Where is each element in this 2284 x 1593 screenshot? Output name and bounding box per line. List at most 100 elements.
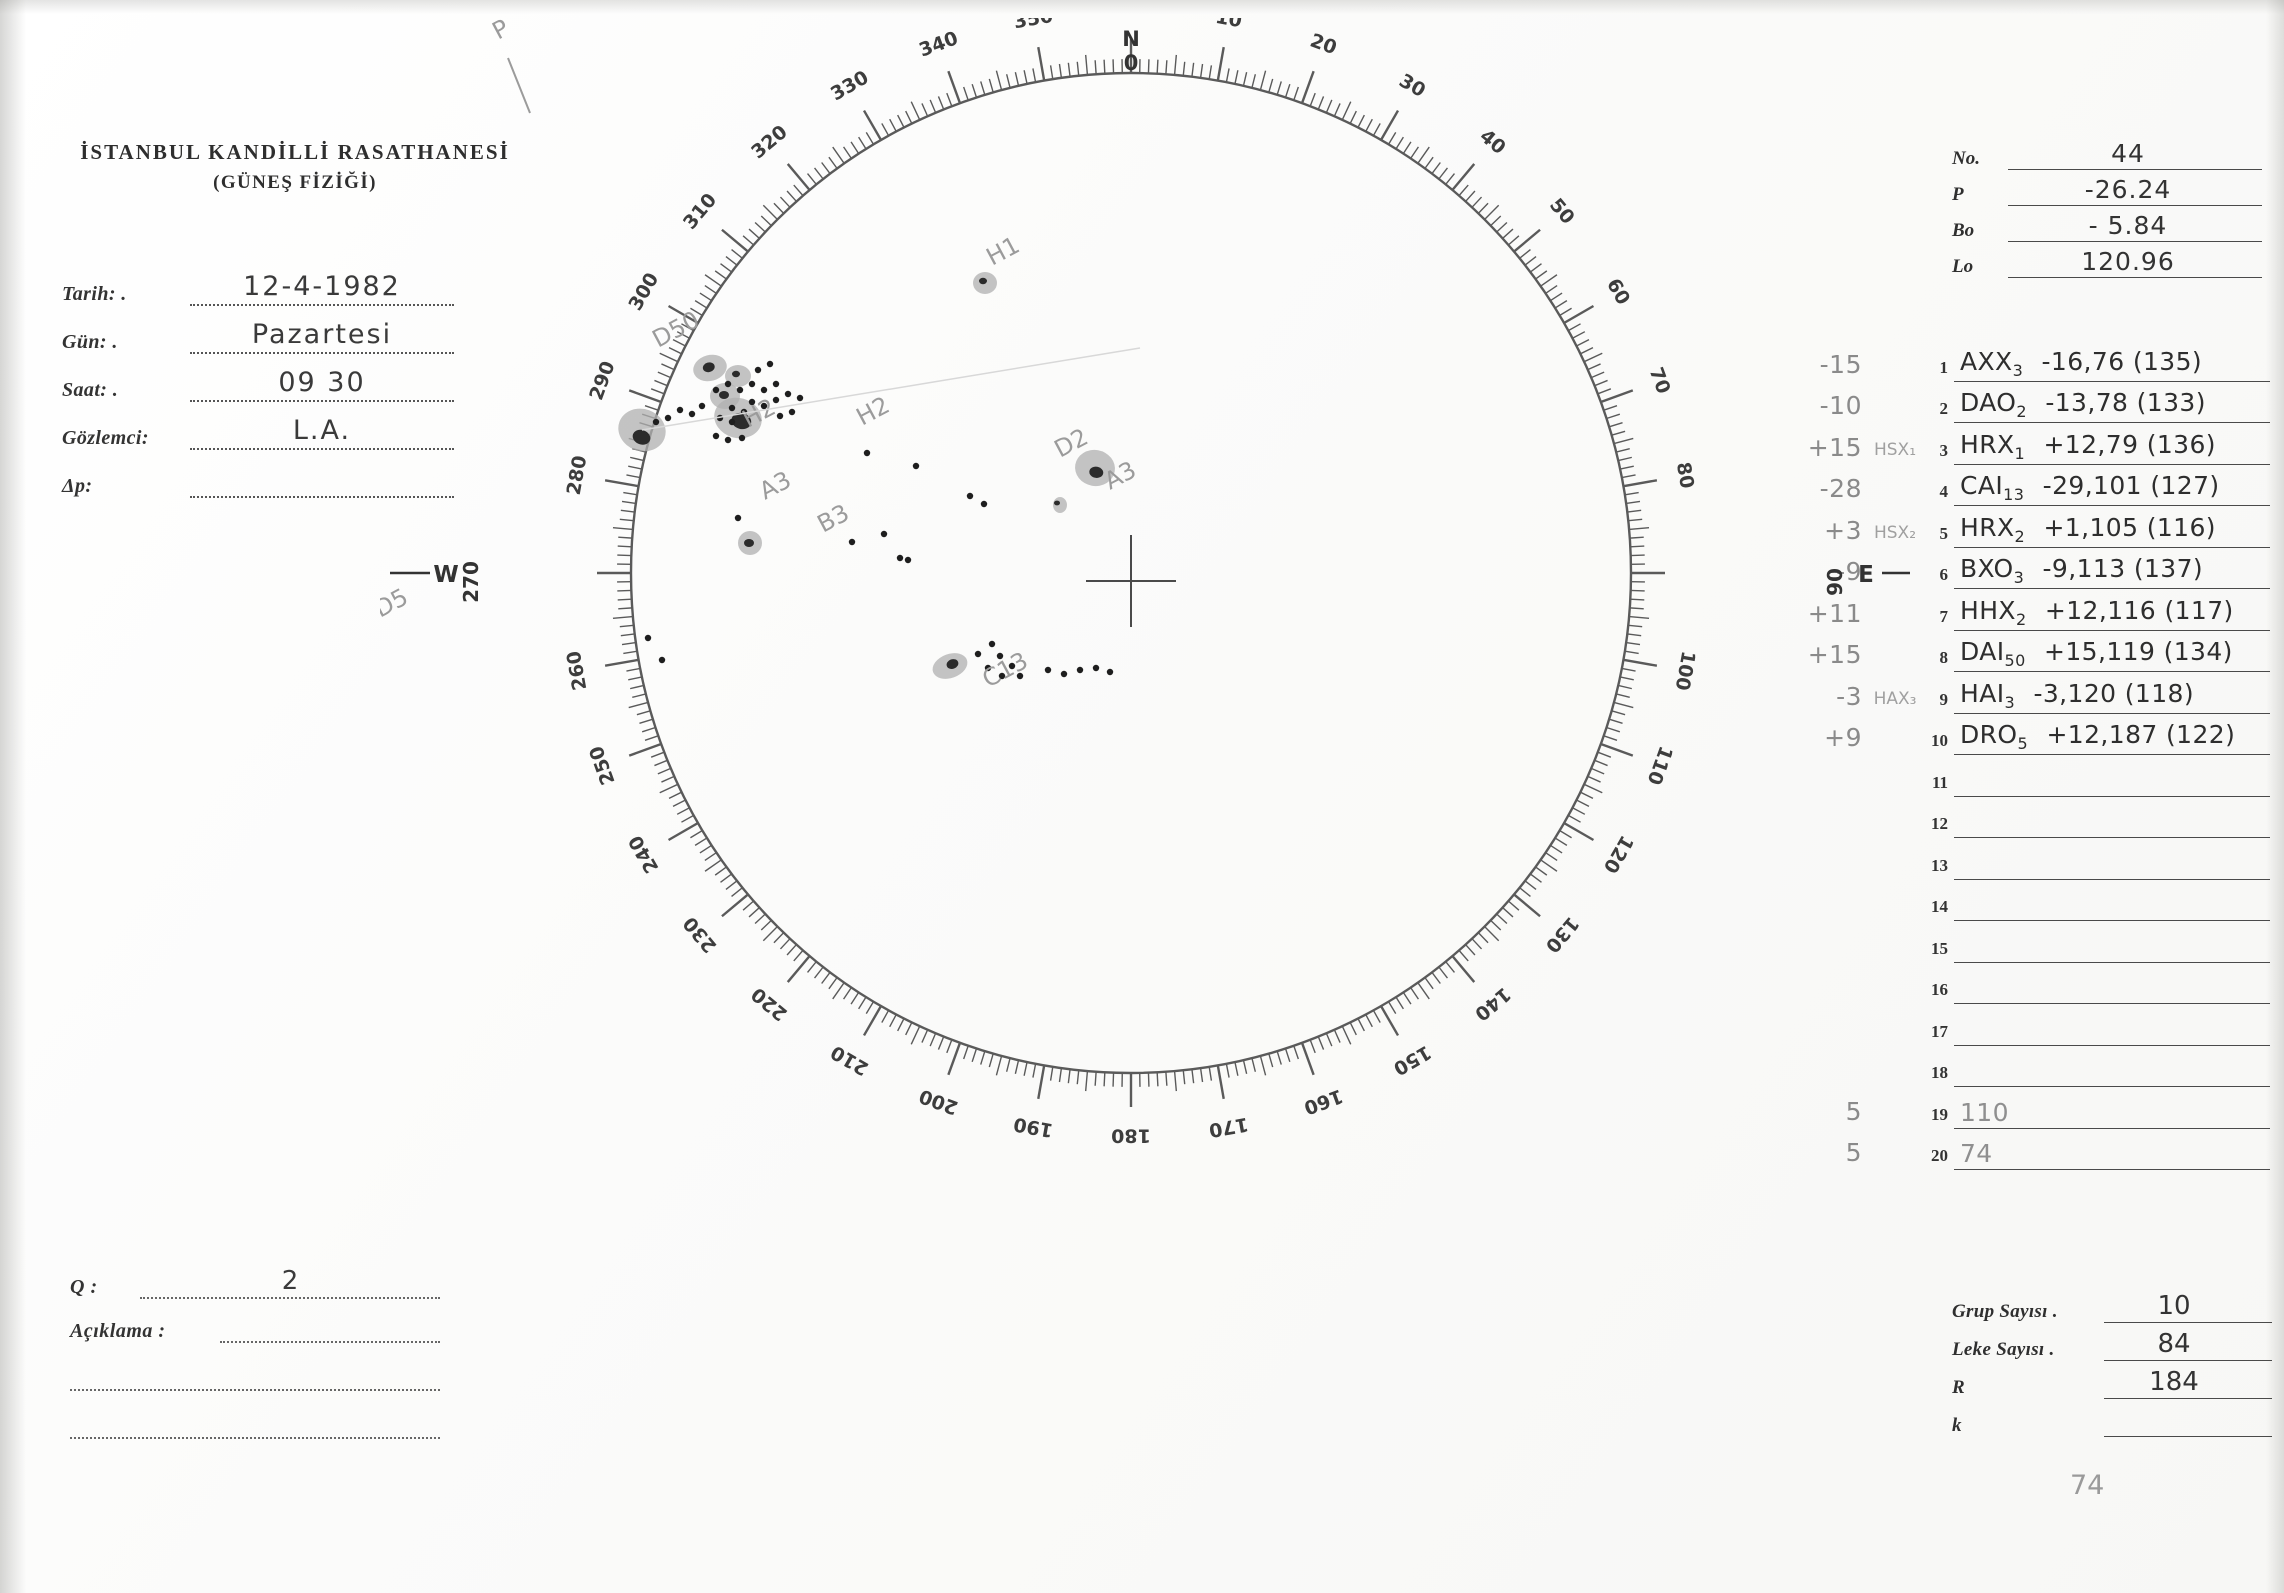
disk-annotation-label: C13 [978, 646, 1033, 693]
group-entry-field[interactable]: AXX3 -16,76 (135) [1954, 344, 2270, 382]
disk-annotation-label: D5 [380, 583, 413, 624]
group-magnetic-value: -15 [1819, 349, 1862, 379]
group-row: 12 [1770, 797, 2270, 838]
group-entry-text: HHX2 +12,116 (117) [1960, 595, 2234, 629]
field-leke-sayisi[interactable]: 84 [2104, 1327, 2272, 1361]
group-magnetic-value: -10 [1819, 391, 1862, 420]
field-lo[interactable]: 120.96 [2008, 246, 2262, 278]
sunspot-pore [658, 656, 666, 664]
cardinal-label-north: N0 [1122, 27, 1140, 75]
sunspot-pore [698, 402, 706, 410]
sunspot-pore [1092, 664, 1100, 672]
degree-label: 60 [1602, 275, 1634, 309]
group-entry-field[interactable]: DAO2 -13,78 (133) [1954, 385, 2270, 423]
field-no[interactable]: 44 [2008, 138, 2262, 170]
value-leke-sayisi: 84 [2157, 1329, 2191, 1359]
label-r: R [1952, 1377, 1965, 1398]
group-entry-field[interactable]: DRO5 +12,187 (122) [1954, 717, 2270, 755]
field-deltap[interactable] [190, 462, 454, 498]
department-name: (GÜNEŞ FİZİĞİ) [213, 172, 377, 193]
group-entry-field[interactable] [1954, 925, 2270, 963]
sunspot-pore [1060, 670, 1068, 678]
degree-label: 280 [563, 454, 592, 497]
field-r[interactable]: 184 [2104, 1365, 2272, 1399]
group-row: -15 1 AXX3 -16,76 (135) [1770, 340, 2270, 382]
group-entry-field[interactable] [1954, 759, 2270, 797]
sunspot-pore [788, 408, 796, 416]
group-entry-text: 74 [1960, 1139, 1993, 1168]
value-no: 44 [2111, 139, 2145, 168]
group-magnetic-value: +3 [1824, 515, 1862, 545]
group-entry-text: 110 [1960, 1097, 2009, 1127]
group-row: +9 10 DRO5 +12,187 (122) [1770, 714, 2270, 755]
observatory-header: İSTANBUL KANDİLLİ RASATHANESİ (GÜNEŞ FİZ… [60, 140, 530, 194]
sunspot-pore [998, 672, 1006, 680]
aciklama-blank-line-2[interactable] [70, 1435, 440, 1439]
field-tarih[interactable]: 12-4-1982 [190, 270, 454, 306]
sunspot-umbra [719, 391, 729, 399]
group-entry-field[interactable]: CAI13 -29,101 (127) [1954, 468, 2270, 506]
group-entry-field[interactable]: HHX2 +12,116 (117) [1954, 593, 2270, 631]
group-row: -28 4 CAI13 -29,101 (127) [1770, 465, 2270, 506]
group-magnetic-value: +11 [1807, 598, 1862, 628]
aciklama-blank-line-1[interactable] [70, 1387, 440, 1391]
sunspot-pore [760, 386, 768, 394]
label-leke-sayisi: Leke Sayısı . [1952, 1339, 2055, 1360]
group-entry-field[interactable]: BXO3 -9,113 (137) [1954, 551, 2270, 589]
group-entry-field[interactable] [1954, 1008, 2270, 1046]
group-entry-field[interactable] [1954, 842, 2270, 880]
group-entry-field[interactable]: 110 [1954, 1091, 2270, 1129]
group-entry-field[interactable] [1954, 800, 2270, 838]
group-entry-field[interactable] [1954, 883, 2270, 921]
group-entry-field[interactable]: HAI3 -3,120 (118) [1954, 676, 2270, 714]
value-saat: 09 30 [278, 367, 366, 398]
degree-label: 330 [827, 66, 872, 105]
group-entry-field[interactable]: DAI50 +15,119 (134) [1954, 634, 2270, 672]
sunspot-umbra [1054, 500, 1060, 506]
group-row: 5 19 110 [1770, 1087, 2270, 1129]
group-entry-text: DAI50 +15,119 (134) [1960, 637, 2233, 670]
field-k[interactable] [2104, 1403, 2272, 1437]
group-entry-field[interactable]: HRX2 +1,105 (116) [1954, 510, 2270, 548]
field-bo[interactable]: - 5.84 [2008, 210, 2262, 242]
sunspot-pore [772, 396, 780, 404]
sunspot-pore [738, 434, 746, 442]
degree-label: 70 [1645, 364, 1675, 396]
sunspot-pore [652, 418, 660, 426]
sunspot-pore [772, 380, 780, 388]
group-row: -3 HAX₃ 9 HAI3 -3,120 (118) [1770, 672, 2270, 714]
value-gun: Pazartesi [251, 319, 393, 350]
field-grup-sayisi[interactable]: 10 [2104, 1289, 2272, 1323]
group-index: 14 [1931, 897, 1948, 916]
group-entry-field[interactable] [1954, 966, 2270, 1004]
group-entry-field[interactable]: HRX1 +12,79 (136) [1954, 427, 2270, 465]
group-row: 5 20 74 [1770, 1129, 2270, 1170]
sunspot-umbra [979, 277, 987, 285]
group-magnetic-value: +9 [1824, 723, 1862, 752]
ephemeris-row-p: P -26.24 [1952, 170, 2262, 206]
degree-label: 190 [1012, 1113, 1055, 1142]
group-index: 10 [1931, 731, 1948, 750]
group-entry-field[interactable] [1954, 1049, 2270, 1087]
field-aciklama[interactable] [220, 1311, 440, 1343]
group-index: 15 [1931, 938, 1948, 958]
sunspot-umbra [946, 659, 959, 669]
group-row: +11 7 HHX2 +12,116 (117) [1770, 589, 2270, 631]
aciklama-row: Açıklama : [70, 1299, 440, 1343]
sunspot-penumbra [1053, 497, 1067, 513]
field-gun[interactable]: Pazartesi [190, 318, 454, 354]
sunspot-groups [618, 272, 1115, 679]
degree-tick-marks [597, 39, 1665, 1107]
sunspot-pore [712, 386, 720, 394]
field-saat[interactable]: 09 30 [190, 366, 454, 402]
group-entry-field[interactable]: 74 [1954, 1132, 2270, 1170]
group-index: 17 [1931, 1021, 1948, 1041]
degree-label: 150 [1390, 1041, 1435, 1080]
label-k: k [1952, 1415, 1962, 1436]
field-gozlemci[interactable]: L.A. [190, 414, 454, 450]
field-q[interactable]: 2 [140, 1266, 440, 1299]
field-p[interactable]: -26.24 [2008, 174, 2262, 206]
group-row: 13 [1770, 838, 2270, 880]
